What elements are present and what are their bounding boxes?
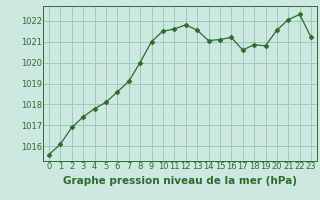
X-axis label: Graphe pression niveau de la mer (hPa): Graphe pression niveau de la mer (hPa): [63, 176, 297, 186]
